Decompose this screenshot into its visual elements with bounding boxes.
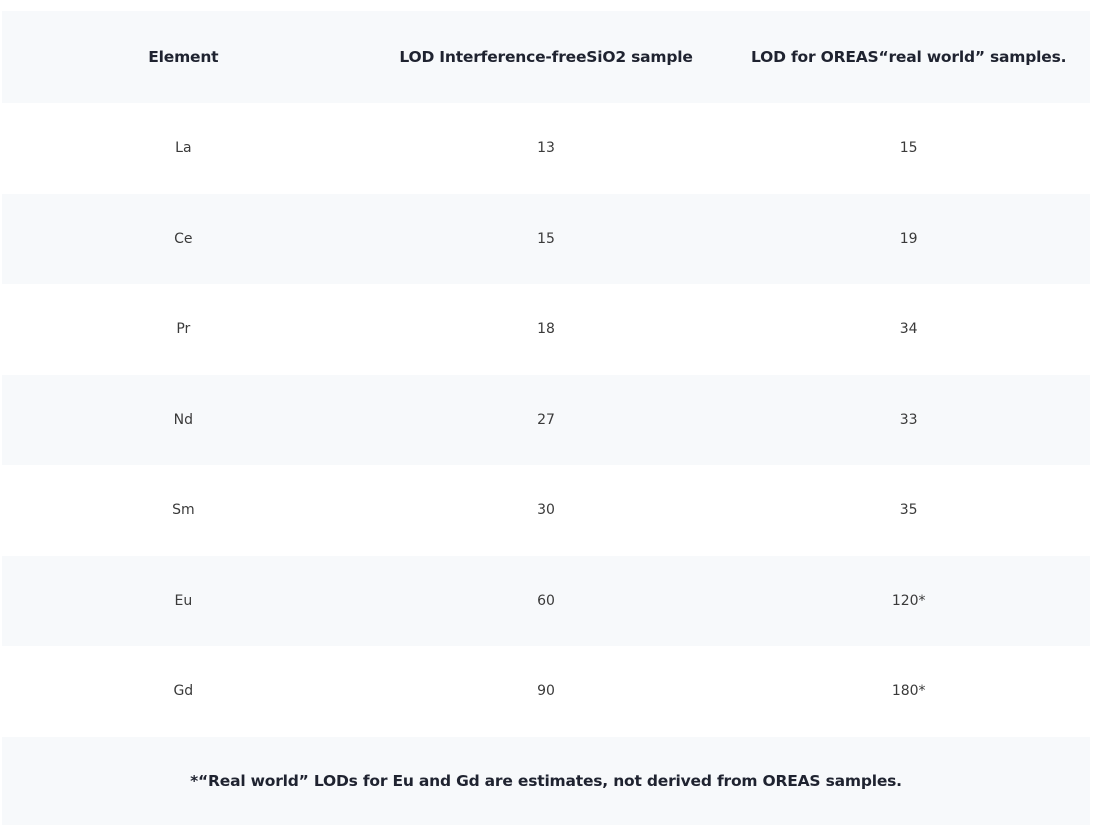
table-footnote: *“Real world” LODs for Eu and Gd are est… [2, 736, 1090, 825]
cell-element: La [175, 140, 192, 157]
cell-lod-sio2: 15 [537, 230, 555, 247]
header-lod-oreas: LOD for OREAS“real world” samples. [751, 48, 1067, 66]
table-row: Pr 18 34 [2, 284, 1090, 375]
table-row: Eu 60 120* [2, 555, 1090, 646]
cell-element: Sm [172, 502, 195, 519]
table-row: La 13 15 [2, 103, 1090, 194]
cell-lod-oreas: 19 [899, 230, 918, 247]
cell-element: Nd [173, 411, 194, 428]
header-element: Element [148, 48, 219, 66]
table-row: Gd 90 180* [2, 646, 1090, 737]
cell-lod-oreas: 33 [899, 411, 918, 428]
cell-lod-oreas: 120* [891, 592, 926, 609]
table-header: Element LOD Interference-freeSiO2 sample… [2, 11, 1090, 103]
cell-lod-oreas: 34 [899, 321, 918, 338]
cell-element: Ce [174, 230, 193, 247]
table-row: Nd 27 33 [2, 374, 1090, 465]
lod-table: Element LOD Interference-freeSiO2 sample… [2, 11, 1090, 825]
cell-lod-oreas: 180* [891, 683, 926, 700]
cell-lod-sio2: 13 [537, 140, 555, 157]
cell-lod-sio2: 30 [537, 502, 555, 519]
cell-element: Pr [176, 321, 191, 338]
cell-lod-sio2: 18 [537, 321, 555, 338]
cell-lod-sio2: 60 [537, 592, 555, 609]
cell-lod-sio2: 27 [537, 411, 555, 428]
cell-lod-oreas: 35 [899, 502, 918, 519]
cell-lod-sio2: 90 [537, 683, 555, 700]
cell-lod-oreas: 15 [899, 140, 918, 157]
header-lod-sio2: LOD Interference-freeSiO2 sample [399, 48, 693, 66]
cell-element: Eu [174, 592, 193, 609]
cell-element: Gd [173, 683, 194, 700]
table-row: Ce 15 19 [2, 193, 1090, 284]
table-row: Sm 30 35 [2, 465, 1090, 556]
